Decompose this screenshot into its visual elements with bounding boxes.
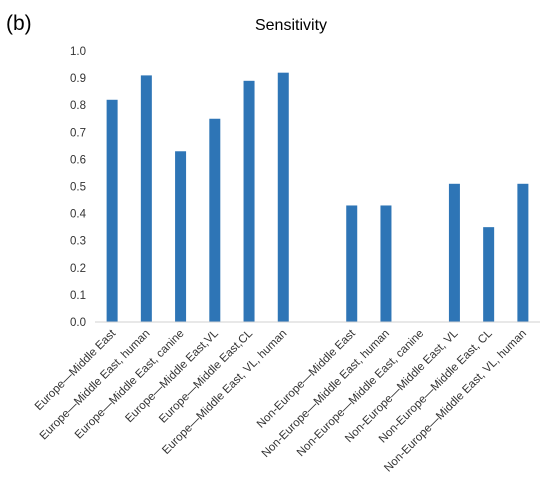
panel-label: (b) xyxy=(6,12,32,35)
y-tick-label: 0.3 xyxy=(70,236,86,248)
bar xyxy=(517,183,529,322)
y-tick-label: 0.4 xyxy=(70,209,87,221)
bar xyxy=(483,227,495,322)
y-axis-ticks: 0.0 0.1 0.2 0.3 0.4 0.5 0.6 0.7 0.8 0.9 1.0 xyxy=(70,46,87,329)
bars xyxy=(106,72,529,323)
bar xyxy=(448,183,460,322)
bar xyxy=(140,75,152,322)
y-tick-label: 0.9 xyxy=(70,73,86,85)
y-tick-label: 0.6 xyxy=(70,154,86,166)
bar xyxy=(175,151,187,322)
x-tick-label: Europe—Middle East, VL, human xyxy=(160,328,289,457)
y-tick-label: 0.8 xyxy=(70,100,86,112)
bar xyxy=(209,118,221,322)
chart-title: Sensitivity xyxy=(255,17,327,34)
y-tick-label: 1.0 xyxy=(70,46,86,58)
bar xyxy=(106,99,118,322)
y-tick-label: 0.7 xyxy=(70,127,86,139)
y-tick-label: 0.2 xyxy=(70,263,86,275)
y-tick-label: 0.5 xyxy=(70,182,86,194)
bar xyxy=(380,205,392,322)
y-tick-label: 0.0 xyxy=(70,317,86,329)
bar xyxy=(243,80,255,322)
bar xyxy=(277,72,289,323)
x-tick-label: Non-Europe—Middle East, canine xyxy=(295,328,426,459)
bar xyxy=(346,205,358,322)
x-tick-label: Non-Europe—Middle East, human xyxy=(260,328,392,460)
y-tick-label: 0.1 xyxy=(70,290,86,302)
